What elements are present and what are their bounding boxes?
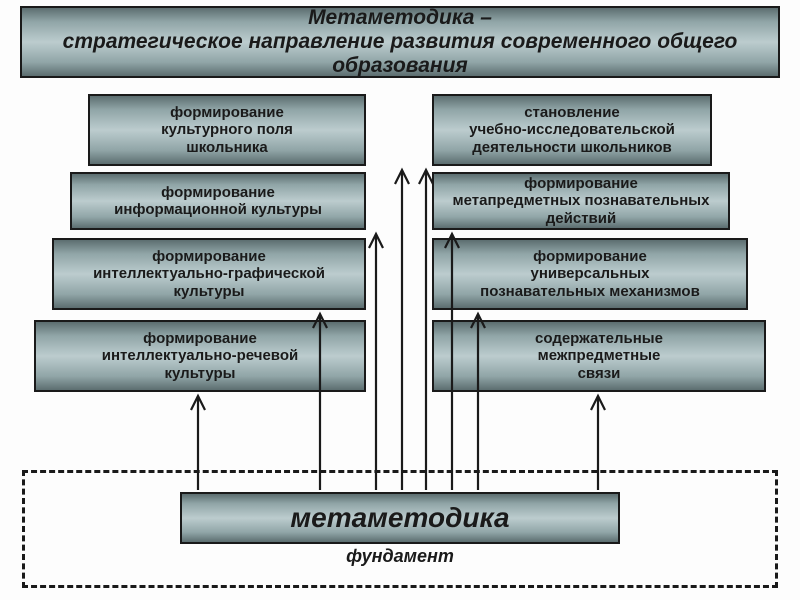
right-box-0-text: становлениеучебно-исследовательскойдеяте…	[469, 104, 675, 156]
left-box-3: формированиеинтеллектуально-речевойкульт…	[34, 320, 366, 392]
left-box-2: формированиеинтеллектуально-графическойк…	[52, 238, 366, 310]
right-box-3-text: содержательныемежпредметныесвязи	[535, 330, 663, 382]
arrowhead-icon	[369, 234, 383, 248]
right-box-0: становлениеучебно-исследовательскойдеяте…	[432, 94, 712, 166]
title-box: Метаметодика –стратегическое направление…	[20, 6, 780, 78]
foundation-subtitle: фундамент	[346, 546, 454, 566]
arrowhead-icon	[419, 170, 433, 184]
arrowhead-icon	[191, 396, 205, 410]
left-box-1-text: формированиеинформационной культуры	[114, 184, 322, 219]
left-box-2-text: формированиеинтеллектуально-графическойк…	[93, 248, 325, 300]
left-box-0: формированиекультурного поляшкольника	[88, 94, 366, 166]
right-box-1-text: формированиеметапредметных познавательны…	[453, 175, 710, 227]
arrowhead-icon	[395, 170, 409, 184]
foundation-box: метаметодика	[180, 492, 620, 544]
title-text: Метаметодика –стратегическое направление…	[28, 6, 772, 78]
right-box-2-text: формированиеуниверсальныхпознавательных …	[480, 248, 700, 300]
right-box-3: содержательныемежпредметныесвязи	[432, 320, 766, 392]
left-box-3-text: формированиеинтеллектуально-речевойкульт…	[102, 330, 298, 382]
arrowhead-icon	[591, 396, 605, 410]
foundation-subtitle-wrap: фундамент	[300, 546, 500, 568]
right-box-2: формированиеуниверсальныхпознавательных …	[432, 238, 748, 310]
foundation-title: метаметодика	[290, 502, 509, 534]
left-box-0-text: формированиекультурного поляшкольника	[161, 104, 293, 156]
right-box-1: формированиеметапредметных познавательны…	[432, 172, 730, 230]
left-box-1: формированиеинформационной культуры	[70, 172, 366, 230]
